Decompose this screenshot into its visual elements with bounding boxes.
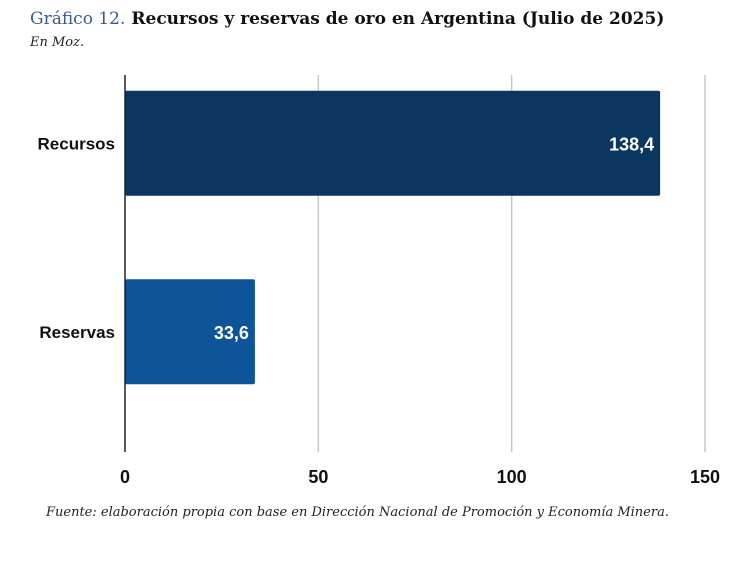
- source-note: Fuente: elaboración propia con base en D…: [46, 505, 669, 520]
- chart-subtitle: En Moz.: [30, 35, 85, 50]
- x-tick-label-50: 50: [308, 467, 328, 487]
- value-label-reservas: 33,6: [214, 323, 249, 343]
- chart-title-row: Gráfico 12. Recursos y reservas de oro en…: [30, 9, 664, 29]
- x-tick-label-0: 0: [120, 467, 130, 487]
- bar-recursos: [125, 90, 661, 196]
- bar-reservas: [125, 279, 255, 385]
- x-tick-label-150: 150: [690, 467, 720, 487]
- category-label-recursos: Recursos: [38, 134, 115, 153]
- chart-title: Recursos y reservas de oro en Argentina …: [131, 9, 665, 29]
- bar-chart: 138,4 Recursos 33,6 Reservas 0 50 100 150: [38, 75, 720, 487]
- x-tick-label-100: 100: [497, 467, 527, 487]
- value-label-recursos: 138,4: [609, 134, 654, 154]
- category-label-reservas: Reservas: [39, 323, 115, 342]
- chart-number: Gráfico 12.: [30, 9, 126, 29]
